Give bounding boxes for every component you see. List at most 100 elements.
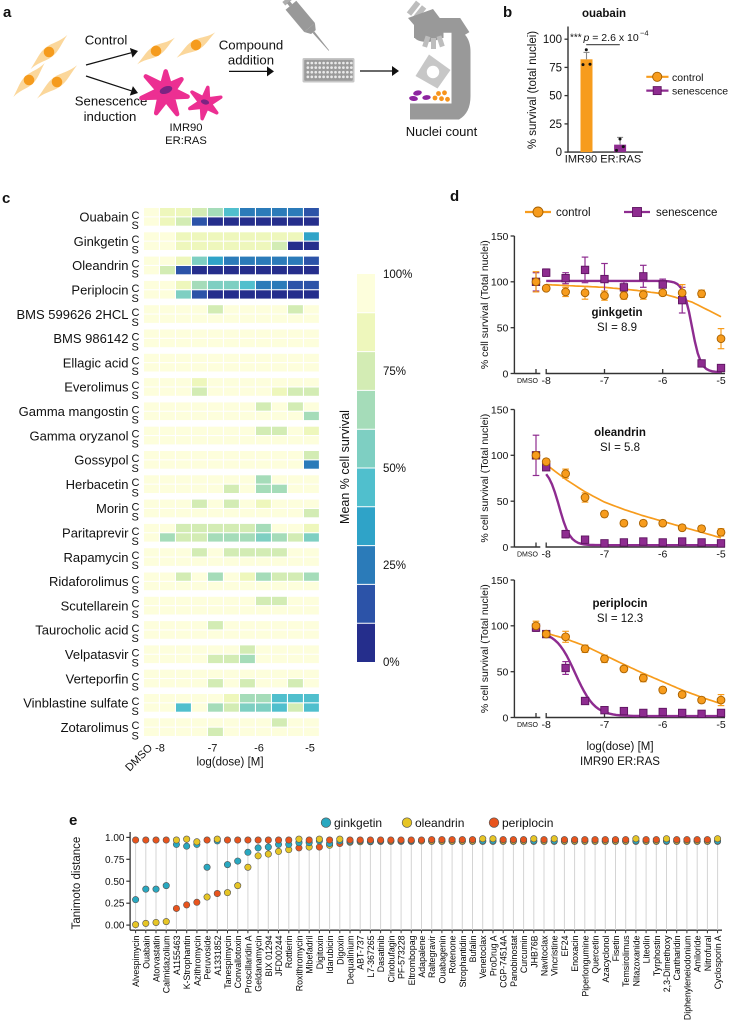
svg-text:Panobinostat: Panobinostat xyxy=(509,935,519,987)
svg-text:Adapalene: Adapalene xyxy=(417,935,427,977)
svg-text:50: 50 xyxy=(497,323,509,335)
svg-text:Bufalin: Bufalin xyxy=(468,935,478,962)
svg-text:Enoxacin: Enoxacin xyxy=(570,935,580,971)
svg-text:Convallotoxin: Convallotoxin xyxy=(233,935,243,988)
svg-text:-5: -5 xyxy=(716,549,725,561)
svg-text:C: C xyxy=(132,453,140,465)
svg-text:C: C xyxy=(132,696,140,708)
svg-text:Curcumin: Curcumin xyxy=(519,935,529,973)
svg-text:S: S xyxy=(132,609,139,621)
svg-text:Gamma oryzanol: Gamma oryzanol xyxy=(30,428,129,443)
svg-text:control: control xyxy=(672,72,704,84)
svg-text:C: C xyxy=(132,623,140,635)
svg-text:C: C xyxy=(132,429,140,441)
svg-text:Ridaforolimus: Ridaforolimus xyxy=(49,574,129,589)
svg-text:C: C xyxy=(132,526,140,538)
svg-text:C: C xyxy=(132,404,140,416)
svg-text:S: S xyxy=(132,706,139,718)
svg-text:100%: 100% xyxy=(383,269,412,281)
svg-text:Herbacetin: Herbacetin xyxy=(66,477,129,492)
svg-text:Tanimoto distance: Tanimoto distance xyxy=(71,837,83,930)
svg-text:-6: -6 xyxy=(254,743,264,755)
svg-text:DMSO: DMSO xyxy=(517,378,539,385)
svg-text:-7: -7 xyxy=(600,375,609,387)
svg-text:Paritaprevir: Paritaprevir xyxy=(62,526,129,541)
svg-text:75%: 75% xyxy=(383,366,406,378)
svg-text:50: 50 xyxy=(497,667,509,679)
svg-text:0: 0 xyxy=(503,368,509,380)
svg-text:S: S xyxy=(132,414,139,426)
svg-text:50%: 50% xyxy=(383,463,406,475)
svg-text:Control: Control xyxy=(85,33,128,48)
svg-text:S: S xyxy=(132,487,139,499)
svg-text:***: *** xyxy=(570,33,582,44)
svg-text:C: C xyxy=(132,259,140,271)
svg-text:Proscillaridin A: Proscillaridin A xyxy=(243,935,253,993)
svg-text:Ouabain: Ouabain xyxy=(79,210,128,225)
svg-text:Amiloride: Amiloride xyxy=(693,935,703,972)
svg-text:-6: -6 xyxy=(658,719,667,731)
svg-text:S: S xyxy=(132,439,139,451)
svg-text:S: S xyxy=(132,342,139,354)
svg-text:DMSO: DMSO xyxy=(517,722,539,729)
svg-text:Ginkgetin: Ginkgetin xyxy=(74,234,129,249)
svg-text:Eltrombopag: Eltrombopag xyxy=(407,935,417,985)
svg-text:JHB76B: JHB76B xyxy=(529,935,539,967)
svg-text:Cinobufagin: Cinobufagin xyxy=(386,935,396,982)
svg-text:log(dose) [M]: log(dose) [M] xyxy=(196,757,263,769)
svg-text:S: S xyxy=(132,560,139,572)
svg-text:Ellagic acid: Ellagic acid xyxy=(63,355,129,370)
svg-text:periplocin: periplocin xyxy=(593,598,648,610)
svg-text:100: 100 xyxy=(491,621,509,633)
svg-text:-5: -5 xyxy=(716,719,725,731)
svg-text:Raltegravir: Raltegravir xyxy=(427,935,437,978)
svg-text:Senescence: Senescence xyxy=(75,94,148,109)
svg-text:e: e xyxy=(69,812,77,829)
svg-text:S: S xyxy=(132,633,139,645)
svg-text:CGP-74514A: CGP-74514A xyxy=(499,935,509,987)
svg-text:Digitoxin: Digitoxin xyxy=(315,935,325,969)
svg-text:% cell survival (Total nuclei): % cell survival (Total nuclei) xyxy=(479,414,491,543)
svg-text:IMR90 ER:RAS: IMR90 ER:RAS xyxy=(565,154,641,166)
svg-text:c: c xyxy=(2,190,10,207)
svg-text:Vincristine: Vincristine xyxy=(550,935,560,976)
svg-text:oleandrin: oleandrin xyxy=(594,427,646,439)
svg-text:S: S xyxy=(132,293,139,305)
svg-text:Tyrphostin: Tyrphostin xyxy=(652,935,662,976)
svg-text:A1331852: A1331852 xyxy=(213,935,223,975)
svg-text:0: 0 xyxy=(503,712,509,724)
svg-text:Rottlerin: Rottlerin xyxy=(284,935,294,968)
svg-text:75: 75 xyxy=(549,62,562,74)
svg-text:Rotenone: Rotenone xyxy=(448,935,458,973)
svg-text:Geldanamycin: Geldanamycin xyxy=(254,935,264,991)
svg-text:Roxithromycin: Roxithromycin xyxy=(295,935,305,991)
svg-text:Azacyclonol: Azacyclonol xyxy=(601,935,611,982)
svg-text:C: C xyxy=(132,599,140,611)
svg-text:S: S xyxy=(132,657,139,669)
svg-text:C: C xyxy=(132,331,140,343)
svg-text:Verteporfin: Verteporfin xyxy=(66,671,129,686)
svg-text:Digoxin: Digoxin xyxy=(335,935,345,964)
svg-text:Tanespimycin: Tanespimycin xyxy=(223,935,233,988)
svg-text:Ouabain: Ouabain xyxy=(141,935,151,968)
svg-text:SI = 8.9: SI = 8.9 xyxy=(597,322,637,334)
svg-text:addition: addition xyxy=(228,53,274,68)
svg-text:log(dose) [M]: log(dose) [M] xyxy=(586,741,653,753)
svg-text:-6: -6 xyxy=(658,375,667,387)
svg-text:-8: -8 xyxy=(155,743,165,755)
svg-text:Gossypol: Gossypol xyxy=(74,453,128,468)
svg-text:S: S xyxy=(132,390,139,402)
svg-text:Nitazoxanide: Nitazoxanide xyxy=(631,935,641,986)
svg-text:Compound: Compound xyxy=(219,38,284,53)
svg-text:Periplocin: Periplocin xyxy=(71,283,128,298)
svg-text:L7-367265: L7-367265 xyxy=(366,935,376,977)
svg-text:Everolimus: Everolimus xyxy=(64,380,129,395)
svg-text:Velpatasvir: Velpatasvir xyxy=(65,647,129,662)
svg-text:PF-573228: PF-573228 xyxy=(397,935,407,979)
svg-text:1.00: 1.00 xyxy=(105,833,125,844)
svg-text:S: S xyxy=(132,682,139,694)
svg-text:p = 2.6 x 10: p = 2.6 x 10 xyxy=(583,32,639,44)
svg-text:Alvespimycin: Alvespimycin xyxy=(131,935,141,986)
svg-text:% survival (total nuclei): % survival (total nuclei) xyxy=(527,31,539,149)
svg-text:S: S xyxy=(132,366,139,378)
